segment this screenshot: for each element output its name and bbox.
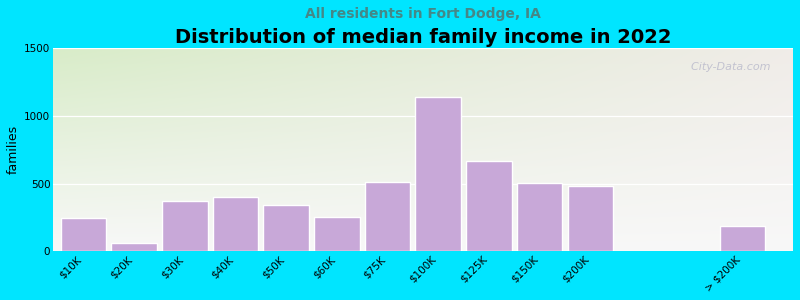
Title: Distribution of median family income in 2022: Distribution of median family income in …	[175, 28, 671, 47]
Bar	[61, 218, 106, 251]
Bar	[213, 197, 258, 251]
Bar	[466, 161, 512, 251]
Bar	[517, 183, 562, 251]
Text: City-Data.com: City-Data.com	[684, 62, 771, 73]
Bar	[365, 182, 410, 251]
Y-axis label: families: families	[7, 125, 20, 174]
Bar	[111, 243, 157, 251]
Bar	[567, 186, 613, 251]
Bar	[263, 205, 309, 251]
Bar	[415, 97, 461, 251]
Text: All residents in Fort Dodge, IA: All residents in Fort Dodge, IA	[305, 7, 541, 21]
Bar	[162, 201, 208, 251]
Bar	[314, 217, 360, 251]
Bar	[719, 226, 765, 251]
